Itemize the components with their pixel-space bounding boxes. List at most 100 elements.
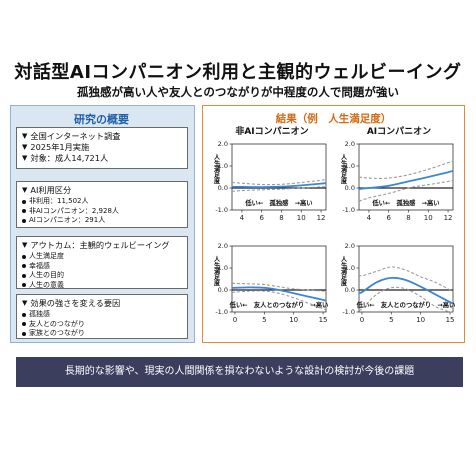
conclusion-banner: 長期的な影響や、現実の人間関係を損なわないような設計の検討が今後の課題 [16, 357, 463, 387]
bullet-icon [22, 218, 26, 223]
results-panel [202, 105, 465, 343]
chart-title-non-ai-companion: 非AIコンパニオン [235, 127, 309, 137]
x-tick-label: 6 [259, 214, 264, 222]
estimate-line [232, 182, 327, 189]
x-axis-label: 低い← 孤独感 →高い [244, 198, 312, 207]
y-tick-label: 2.0 [345, 242, 355, 250]
x-tick-label: 4 [240, 214, 245, 222]
x-tick-label: 10 [297, 214, 306, 222]
triangle-bullet-icon: ▼ [22, 143, 28, 151]
y-tick-label: 1.0 [218, 264, 228, 272]
survey-item: ▼ 2025年1月実施 [22, 142, 90, 152]
ci-upper-line [231, 282, 327, 292]
plot-frame [358, 245, 454, 313]
estimate-line [358, 276, 454, 305]
x-tick-label: 4 [367, 214, 372, 222]
bullet-icon [22, 209, 26, 214]
plot-frame [231, 245, 327, 313]
estimate-line [231, 286, 327, 302]
x-tick-label: 12 [317, 214, 326, 222]
x-tick-label: 10 [416, 316, 425, 324]
x-axis-label: 低い← 友人とのつながり →高い [229, 300, 329, 309]
list-item: 友人とのつながり [22, 320, 182, 330]
y-tick-label: 0.0 [345, 286, 355, 294]
modifiers-title: 効果の強さを変える要因 [30, 298, 121, 308]
x-axis-label: 低い← 友人とのつながり →高い [356, 300, 456, 309]
bullet-icon [22, 283, 26, 288]
ci-upper-line [358, 160, 454, 179]
triangle-bullet-icon: ▼ [22, 186, 28, 194]
ci-lower-line [231, 290, 327, 311]
list-item: 人生の目的 [22, 271, 182, 281]
bullet-icon [22, 199, 26, 204]
x-tick-label: 0 [233, 316, 237, 324]
usage-box: ▼ AI利用区分 非利用：11,502人 非AIコンパニオン：2,928人 AIコ… [16, 181, 188, 228]
y-tick-label: 2.0 [218, 140, 228, 148]
triangle-bullet-icon: ▼ [22, 241, 28, 249]
results-heading: 結果（例 人生満足度） [275, 113, 392, 125]
list-item: 非AIコンパニオン：2,928人 [22, 207, 182, 217]
x-tick-label: 12 [444, 214, 453, 222]
outcome-box: ▼ アウトカム：主観的ウェルビーイング 人生満足度 幸福感 人生の目的 人生の意義 [16, 236, 188, 289]
y-tick-label: 0.0 [345, 184, 355, 192]
plot-frame [231, 143, 327, 211]
ci-lower-line [358, 179, 454, 202]
x-tick-label: 15 [446, 316, 455, 324]
usage-title: AI利用区分 [30, 185, 72, 195]
triangle-bullet-icon: ▼ [22, 299, 28, 307]
bullet-icon [22, 322, 26, 327]
y-tick-label: 2.0 [218, 242, 228, 250]
triangle-bullet-icon: ▼ [22, 132, 28, 140]
y-tick-label: -1.0 [215, 308, 228, 316]
bullet-icon [22, 331, 26, 336]
x-axis-label: 低い← 孤独感 →高い [371, 198, 439, 207]
ci-upper-line [358, 266, 454, 292]
x-tick-label: 10 [289, 316, 298, 324]
list-item: 孤独感 [22, 310, 182, 320]
bullet-icon [22, 264, 26, 269]
x-tick-label: 6 [386, 214, 391, 222]
y-tick-label: 2.0 [345, 140, 355, 148]
list-item: 幸福感 [22, 262, 182, 272]
list-item: AIコンパニオン：291人 [22, 216, 182, 226]
y-tick-label: 1.0 [345, 162, 355, 170]
x-tick-label: 15 [319, 316, 328, 324]
x-tick-label: 8 [279, 214, 283, 222]
page-subtitle: 孤独感が高い人や友人とのつながりが中程度の人で問題が強い [77, 85, 399, 99]
estimate-line [358, 169, 454, 190]
list-item: 非利用：11,502人 [22, 197, 182, 207]
x-tick-label: 5 [389, 316, 393, 324]
bullet-icon [22, 254, 26, 259]
bullet-icon [22, 312, 26, 317]
y-tick-label: 1.0 [218, 162, 228, 170]
outcome-title: アウトカム：主観的ウェルビーイング [30, 240, 170, 250]
list-item: 家族とのつながり [22, 329, 182, 339]
bullet-icon [22, 273, 26, 278]
list-item: 人生の意義 [22, 281, 182, 291]
x-tick-label: 5 [262, 316, 266, 324]
x-tick-label: 10 [424, 214, 433, 222]
x-tick-label: 0 [360, 316, 364, 324]
y-axis-label: 人生満足度 [213, 153, 220, 185]
y-axis-label: 人生満足度 [340, 153, 347, 185]
modifiers-box: ▼ 効果の強さを変える要因 孤独感 友人とのつながり 家族とのつながり [16, 294, 188, 339]
chart-title-ai-companion: AIコンパニオン [366, 127, 432, 137]
y-tick-label: 0.0 [218, 184, 228, 192]
list-item: 人生満足度 [22, 252, 182, 262]
y-tick-label: 1.0 [345, 264, 355, 272]
y-tick-label: 0.0 [218, 286, 228, 294]
triangle-bullet-icon: ▼ [22, 154, 28, 162]
y-tick-label: -1.0 [215, 206, 228, 214]
survey-box: ▼ 全国インターネット調査 ▼ 2025年1月実施 ▼ 対象：成人14,721人 [16, 127, 188, 169]
page-title: 対話型AIコンパニオン利用と主観的ウェルビーイング [14, 62, 462, 83]
survey-item: ▼ 対象：成人14,721人 [22, 153, 109, 163]
y-axis-label: 人生満足度 [213, 255, 220, 287]
ci-lower-line [358, 286, 454, 313]
x-tick-label: 8 [406, 214, 410, 222]
y-tick-label: -1.0 [342, 206, 355, 214]
y-tick-label: -1.0 [342, 308, 355, 316]
